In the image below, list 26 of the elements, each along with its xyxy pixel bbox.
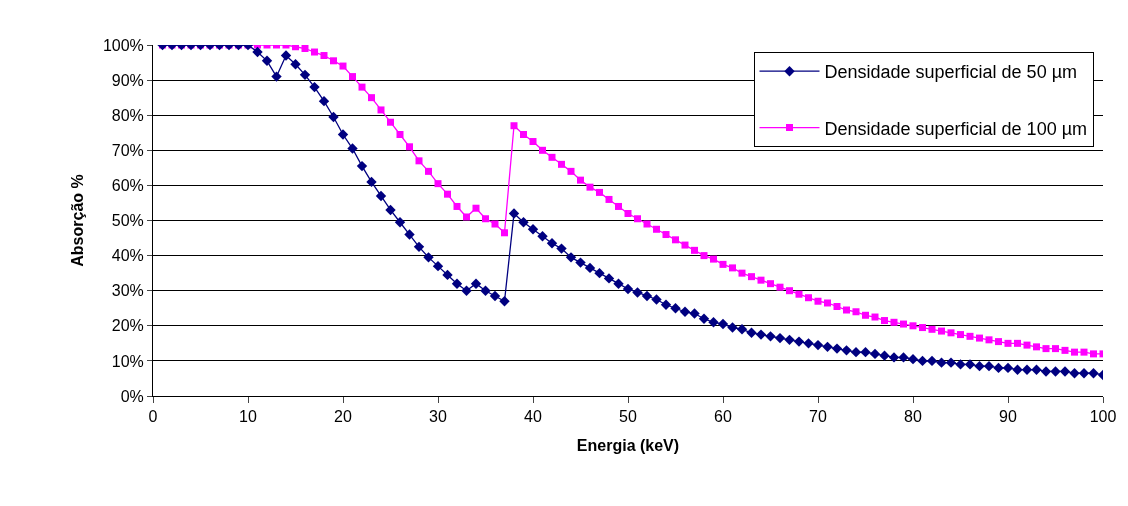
- x-tick-label: 30: [429, 408, 447, 426]
- y-tick-label: 0%: [120, 387, 144, 405]
- x-tick-label: 20: [334, 408, 352, 426]
- y-tick-label: 10%: [111, 352, 144, 370]
- x-axis-title: Energia (keV): [576, 436, 680, 454]
- y-tick-label: 90%: [111, 71, 144, 89]
- y-tick-label: 80%: [111, 106, 144, 124]
- y-tick-label: 70%: [111, 141, 144, 159]
- x-tick-label: 70: [809, 408, 827, 426]
- y-tick-label: 40%: [111, 247, 144, 265]
- x-tick-label: 100: [1089, 408, 1117, 426]
- x-tick-label: 90: [999, 408, 1017, 426]
- y-axis-title: Absorção %: [68, 174, 86, 267]
- x-tick-label: 40: [524, 408, 542, 426]
- x-tick-label: 0: [148, 408, 158, 426]
- legend-label: Densidade superficial de 100 µm: [824, 118, 1088, 139]
- y-tick-label: 50%: [111, 212, 144, 230]
- y-tick-label: 20%: [111, 317, 144, 335]
- legend-label: Densidade superficial de 50 µm: [824, 62, 1078, 83]
- y-tick-label: 100%: [102, 36, 144, 54]
- x-tick-label: 50: [619, 408, 637, 426]
- x-tick-label: 80: [904, 408, 922, 426]
- x-tick-label: 10: [239, 408, 257, 426]
- y-tick-label: 30%: [111, 282, 144, 300]
- x-tick-label: 60: [714, 408, 732, 426]
- y-tick-label: 60%: [111, 177, 144, 194]
